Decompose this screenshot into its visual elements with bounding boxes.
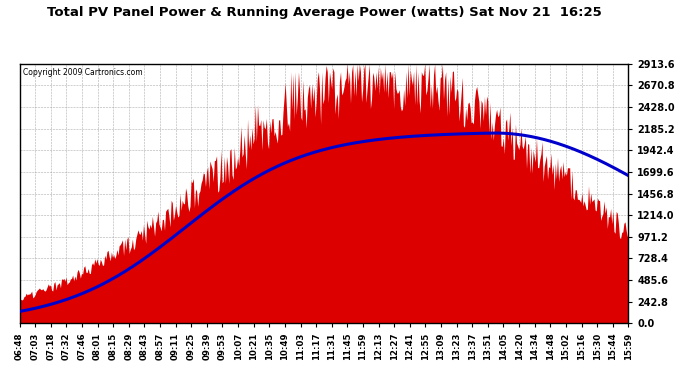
Text: Copyright 2009 Cartronics.com: Copyright 2009 Cartronics.com	[23, 68, 142, 77]
Text: Total PV Panel Power & Running Average Power (watts) Sat Nov 21  16:25: Total PV Panel Power & Running Average P…	[47, 6, 602, 19]
